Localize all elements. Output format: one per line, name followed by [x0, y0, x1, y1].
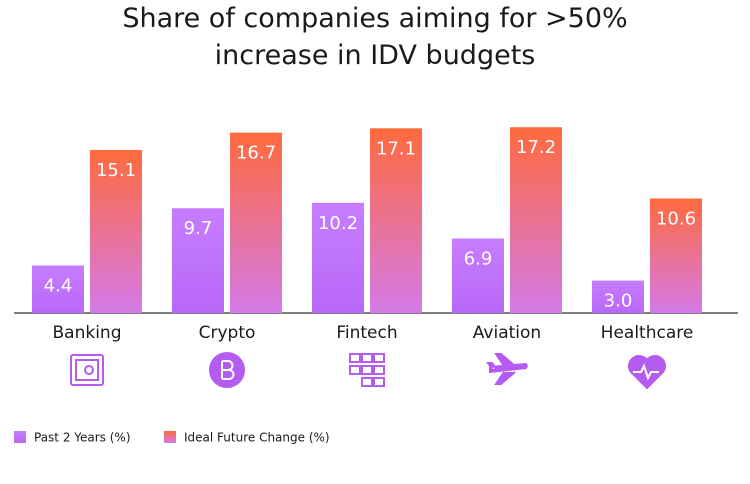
icon-coin-b — [221, 360, 235, 380]
value-label: 9.7 — [184, 218, 213, 239]
icon-plane — [486, 353, 528, 385]
icon-bit — [349, 353, 361, 363]
legend-label: Past 2 Years (%) — [34, 431, 131, 445]
x-tick-label: Banking — [53, 323, 122, 343]
value-label: 15.1 — [96, 160, 136, 181]
icon-bit — [373, 353, 385, 363]
value-label: 17.2 — [516, 137, 556, 158]
bar — [650, 198, 702, 313]
legend-label: Ideal Future Change (%) — [184, 431, 330, 445]
icon-heart-pulse — [633, 363, 659, 381]
icon-bit — [361, 365, 373, 375]
x-tick-label: Fintech — [336, 323, 397, 343]
bar — [230, 132, 282, 313]
icon-safe-door — [75, 359, 99, 381]
bar — [172, 208, 224, 313]
bar — [510, 127, 562, 314]
value-label: 10.6 — [656, 209, 696, 230]
x-tick-label: Healthcare — [601, 323, 694, 343]
icon-bit — [361, 377, 373, 387]
icons — [70, 352, 666, 390]
value-label: 17.1 — [376, 138, 416, 159]
chart-title: Share of companies aiming for >50% incre… — [122, 3, 628, 71]
legend-swatch — [164, 431, 176, 443]
bar — [370, 128, 422, 313]
icon-safe-dial — [84, 365, 94, 375]
icon-bit — [373, 365, 385, 375]
bar — [592, 280, 644, 313]
bar — [32, 265, 84, 313]
value-label: 10.2 — [318, 213, 358, 234]
legend-swatch — [14, 431, 26, 443]
icon-bit — [373, 377, 385, 387]
x-tick-label: Aviation — [473, 323, 541, 343]
value-label: 6.9 — [464, 248, 493, 269]
value-label: 16.7 — [236, 143, 276, 164]
icon-bit — [361, 353, 373, 363]
bar — [312, 202, 364, 313]
icon-bit — [349, 365, 361, 375]
value-label: 4.4 — [44, 275, 73, 296]
icon-safe — [70, 354, 104, 386]
value-label: 3.0 — [604, 291, 633, 312]
bar — [90, 149, 142, 313]
x-tick-label: Crypto — [199, 323, 256, 343]
bar — [452, 238, 504, 313]
